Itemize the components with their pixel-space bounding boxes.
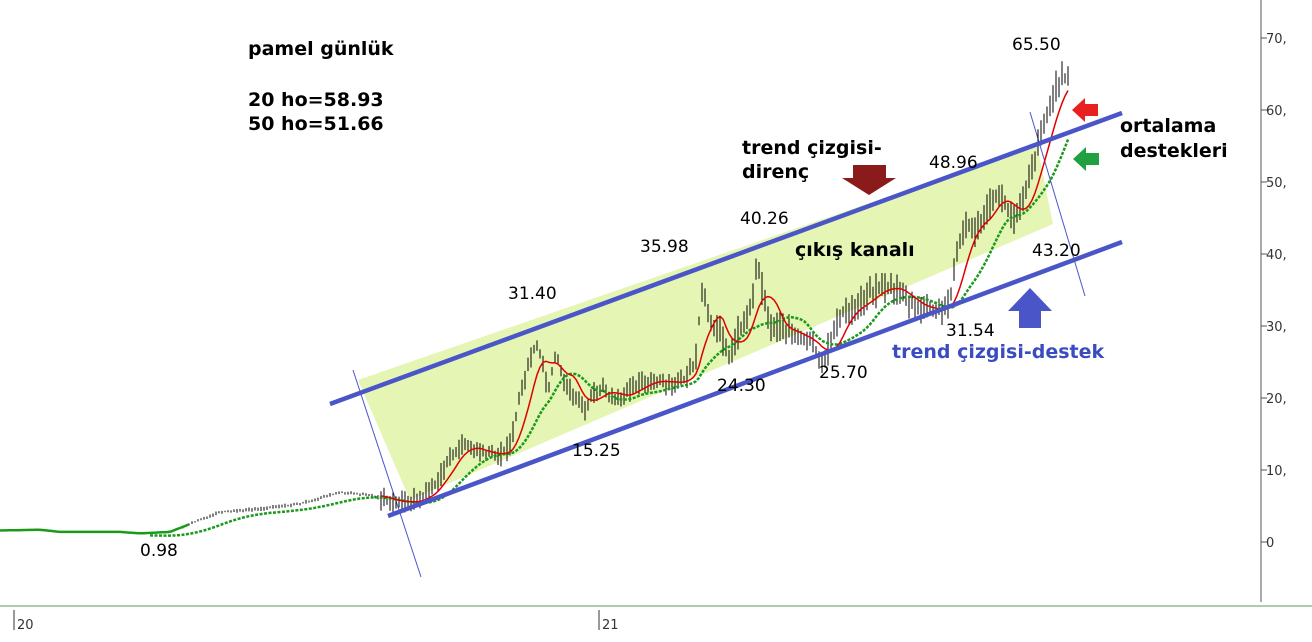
y-tick-label: 30, [1266, 320, 1287, 335]
resistance-trendline [329, 110, 1123, 407]
ma20-arrow [1072, 98, 1098, 122]
ma50-info: 50 ho=51.66 [248, 113, 384, 135]
support-trendline [387, 239, 1123, 519]
channel-edge-left [352, 369, 422, 578]
price-label: 65.50 [1012, 35, 1061, 55]
ma50-arrow [1073, 147, 1099, 171]
channel-label: çıkış kanalı [795, 239, 915, 261]
chart-title: pamel günlük [248, 38, 394, 60]
averages-label-line1: ortalama [1120, 115, 1216, 137]
price-label: 24.30 [717, 376, 766, 396]
y-tick-label: 10, [1266, 464, 1287, 479]
price-label: 40.26 [740, 209, 789, 229]
y-tick-label: 0 [1266, 536, 1274, 551]
price-label: 48.96 [929, 153, 978, 173]
price-label: 43.20 [1032, 241, 1081, 261]
resistance-label-line2: direnç [742, 161, 809, 183]
channel-fill [358, 145, 1053, 500]
resistance-label-line1: trend çizgisi- [742, 137, 882, 159]
y-tick-label: 60, [1266, 104, 1287, 119]
price-label: 31.40 [508, 284, 557, 304]
price-label: 25.70 [819, 363, 868, 383]
price-label: 0.98 [140, 541, 178, 561]
price-label: 15.25 [572, 441, 621, 461]
support-arrow [1008, 288, 1052, 328]
y-tick-label: 20, [1266, 392, 1287, 407]
ma20-info: 20 ho=58.93 [248, 89, 384, 111]
averages-label-line2: destekleri [1120, 140, 1228, 162]
price-base-line [0, 523, 190, 535]
y-tick-label: 50, [1266, 176, 1287, 191]
y-tick-label: 70, [1266, 32, 1287, 47]
y-tick-label: 40, [1266, 248, 1287, 263]
support-label: trend çizgisi-destek [892, 341, 1105, 363]
x-tick-label: 21 [602, 618, 619, 633]
x-tick-label: 20 [17, 618, 34, 633]
price-label: 31.54 [946, 321, 995, 341]
price-label: 35.98 [640, 237, 689, 257]
resistance-arrow [842, 165, 896, 195]
